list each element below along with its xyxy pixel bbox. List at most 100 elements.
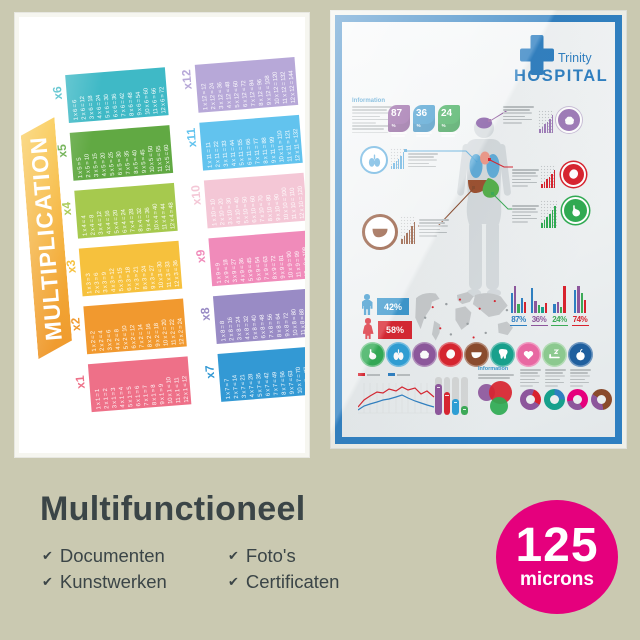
column-fill bbox=[452, 399, 459, 415]
liver-callout-circle bbox=[362, 214, 398, 250]
bubble bbox=[490, 397, 508, 415]
legend-entry-blue bbox=[388, 373, 410, 376]
mini-bars bbox=[572, 283, 589, 313]
bar bbox=[531, 288, 534, 313]
step-bar bbox=[554, 206, 557, 228]
heart-mini-chart bbox=[540, 165, 556, 188]
female-percent: 58% bbox=[378, 321, 412, 339]
check-icon: ✔ bbox=[228, 548, 239, 563]
lungs-callout-circle bbox=[360, 146, 388, 174]
bar bbox=[524, 302, 527, 313]
placeholder-line bbox=[512, 169, 539, 171]
placeholder-line bbox=[512, 217, 537, 220]
feature-item: ✔ Foto's bbox=[228, 543, 339, 569]
step-bar bbox=[546, 217, 549, 228]
step-bar bbox=[408, 230, 410, 244]
mini-bars bbox=[551, 283, 568, 313]
placeholder-line bbox=[503, 115, 525, 118]
placeholder-line bbox=[512, 220, 529, 223]
donut-charts-row bbox=[520, 389, 612, 410]
donut-chart bbox=[567, 389, 588, 410]
mult-table-label: x10 bbox=[188, 184, 204, 206]
check-icon: ✔ bbox=[228, 574, 239, 589]
stomach-callout-text bbox=[512, 205, 539, 224]
column-fill bbox=[461, 406, 468, 415]
step-bar bbox=[543, 220, 546, 228]
feature-item: ✔ Certificaten bbox=[228, 569, 339, 595]
mini-stat-value: 36% bbox=[530, 315, 548, 326]
feature-item: ✔ Kunstwerken bbox=[42, 569, 228, 595]
heart-callout-text bbox=[512, 169, 539, 188]
bar bbox=[580, 293, 583, 313]
mini-stat-value: 74% bbox=[571, 315, 589, 326]
step-bar bbox=[549, 214, 551, 228]
placeholder-line bbox=[520, 384, 533, 387]
step-bar bbox=[551, 210, 554, 228]
bar bbox=[560, 307, 563, 313]
mult-table-label: x8 bbox=[197, 306, 213, 322]
placeholder-line bbox=[512, 208, 536, 210]
column-fill bbox=[435, 384, 442, 415]
step-bar bbox=[543, 182, 545, 188]
mult-table-label: x6 bbox=[50, 85, 66, 101]
stomach-mini-chart bbox=[540, 200, 557, 228]
placeholder-line bbox=[503, 121, 522, 124]
mult-table-grid: 1 x 10 = 10 2 x 10 = 20 3 x 10 = 30 4 x 10 … bbox=[203, 172, 305, 229]
placeholder-line bbox=[408, 165, 436, 168]
donut-text-columns bbox=[520, 369, 591, 388]
mult-table-x10: x10 1 x 10 = 10 2 x 10 = 20 3 x 10 = 30 4 x … bbox=[188, 172, 305, 230]
placeholder-line bbox=[545, 384, 558, 387]
step-bar bbox=[401, 239, 403, 244]
step-bar bbox=[541, 184, 543, 188]
placeholder-paragraph bbox=[570, 369, 591, 388]
feature-label: Kunstwerken bbox=[59, 571, 167, 592]
feature-label: Foto's bbox=[245, 545, 296, 566]
multiplication-column-right: x12 1 x 12 = 12 2 x 12 = 24 3 x 12 = 36 4 x … bbox=[176, 17, 305, 442]
mini-bar-chart: 87% bbox=[510, 283, 527, 326]
information-heading: Information bbox=[478, 366, 509, 372]
bar bbox=[556, 302, 559, 313]
world-map bbox=[415, 292, 513, 341]
placeholder-line bbox=[512, 175, 538, 177]
donut-hole bbox=[526, 395, 535, 404]
donut-hole bbox=[573, 395, 582, 404]
step-bar bbox=[402, 152, 404, 169]
donut-hole bbox=[596, 395, 606, 404]
placeholder-line bbox=[570, 375, 590, 377]
step-bar bbox=[397, 159, 400, 169]
step-bar bbox=[553, 170, 555, 188]
mult-table-grid: 1 x 12 = 12 2 x 12 = 24 3 x 12 = 36 4 x 12 … bbox=[194, 57, 299, 113]
placeholder-line bbox=[419, 219, 449, 221]
mini-stat-value: 24% bbox=[551, 315, 568, 326]
donut-chart bbox=[590, 389, 612, 410]
column-track bbox=[435, 377, 442, 415]
placeholder-line bbox=[520, 375, 540, 377]
step-bar bbox=[549, 119, 551, 133]
mult-table-x12: x12 1 x 12 = 12 2 x 12 = 24 3 x 12 = 36 4 x … bbox=[179, 57, 299, 114]
placeholder-line bbox=[512, 172, 536, 174]
step-bar bbox=[551, 174, 553, 188]
stomach-icon bbox=[360, 342, 385, 367]
apple-icon bbox=[568, 342, 593, 367]
mult-table-label: x4 bbox=[59, 201, 75, 216]
donut-chart bbox=[543, 389, 565, 410]
placeholder-line bbox=[419, 231, 447, 234]
placeholder-line bbox=[512, 181, 537, 184]
mini-bar-chart: 36% bbox=[530, 283, 548, 326]
placeholder-line bbox=[512, 214, 531, 217]
step-bar bbox=[546, 179, 548, 188]
placeholder-paragraph bbox=[520, 369, 541, 388]
step-bar bbox=[539, 129, 541, 133]
step-bar bbox=[541, 127, 543, 133]
feature-list: ✔ Documenten ✔ Kunstwerken ✔ Foto's ✔ Certifica… bbox=[42, 543, 339, 595]
bar bbox=[563, 286, 566, 313]
